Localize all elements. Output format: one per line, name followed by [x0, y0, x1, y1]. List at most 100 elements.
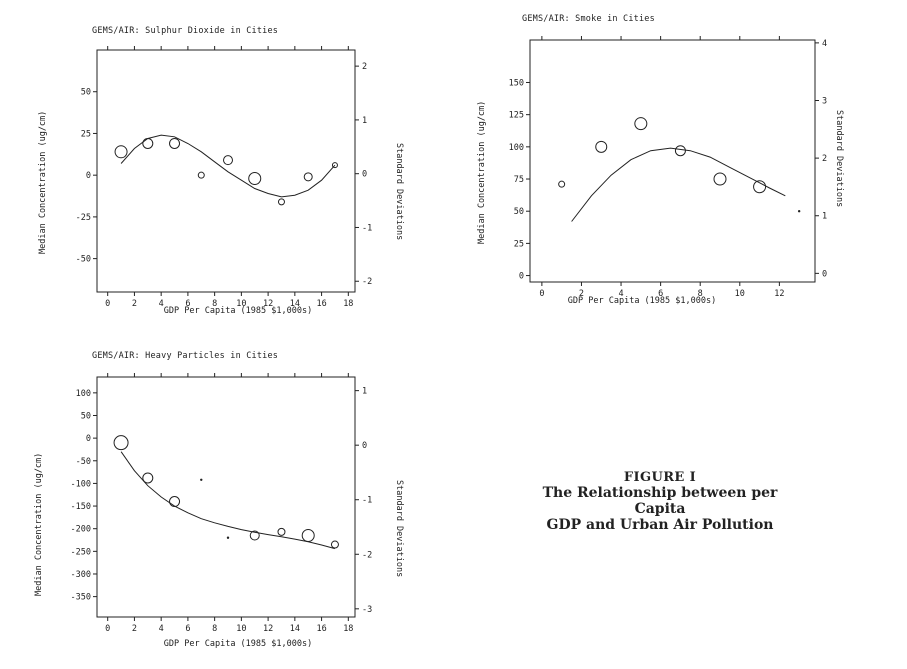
y2-tick-label: 1	[362, 387, 367, 397]
data-point	[169, 137, 181, 149]
x-tick-label: 10	[735, 289, 745, 299]
x-tick-label: 6	[185, 299, 190, 309]
data-point	[200, 478, 203, 481]
data-point	[674, 145, 686, 157]
y-tick-label: 50	[514, 207, 524, 217]
data-point	[595, 140, 608, 153]
fit-curve	[120, 134, 336, 198]
x-tick-label: 8	[212, 299, 217, 309]
y-tick-label: 150	[509, 78, 524, 88]
data-point	[277, 198, 285, 206]
y-tick-label: 75	[514, 175, 524, 185]
data-point	[330, 540, 339, 549]
x-tick-label: 2	[579, 289, 584, 299]
y2-tick-label: 0	[362, 170, 367, 180]
y2-tick-label: 4	[822, 39, 827, 49]
y-tick-label: 125	[509, 111, 524, 121]
data-point	[713, 172, 727, 186]
y-tick-label: 0	[86, 171, 91, 181]
x-tick-label: 2	[132, 624, 137, 634]
x-tick-label: 12	[263, 624, 273, 634]
y2-tick-label: 1	[822, 212, 827, 222]
y2-tick-label: -3	[362, 605, 372, 615]
x-tick-label: 4	[159, 299, 164, 309]
y-tick-label: -200	[71, 525, 91, 535]
figure-label: FIGURE I	[623, 470, 697, 485]
data-point	[301, 528, 315, 542]
y2-tick-label: -1	[362, 223, 372, 233]
fit-curve	[571, 147, 786, 222]
data-point	[797, 210, 801, 213]
heavy-particles-chart: GEMS/AIR: Heavy Particles in Cities Medi…	[0, 335, 440, 669]
data-point	[142, 472, 154, 484]
data-point	[169, 496, 181, 508]
y-tick-label: 100	[76, 389, 91, 399]
x-tick-label: 0	[539, 289, 544, 299]
x-tick-label: 10	[236, 299, 246, 309]
y-tick-label: 100	[509, 143, 524, 153]
y-tick-label: 25	[514, 239, 524, 249]
x-tick-label: 2	[132, 299, 137, 309]
x-tick-label: 6	[658, 289, 663, 299]
x-tick-label: 12	[263, 299, 273, 309]
data-point	[223, 155, 234, 166]
y2-tick-label: 0	[822, 269, 827, 279]
y-tick-label: -350	[71, 593, 91, 603]
x-tick-label: 18	[343, 299, 353, 309]
plot-frame	[96, 376, 356, 618]
plot-frame	[96, 49, 356, 293]
y2-tick-label: 3	[822, 97, 827, 107]
x-tick-label: 14	[290, 624, 300, 634]
x-tick-label: 18	[343, 624, 353, 634]
caption-line-2: GDP and Urban Air Pollution	[546, 517, 774, 533]
y-tick-label: -150	[71, 502, 91, 512]
y-tick-label: 50	[81, 411, 91, 421]
data-point	[114, 145, 128, 159]
x-tick-label: 12	[774, 289, 784, 299]
y2-tick-label: 0	[362, 441, 367, 451]
x-tick-label: 16	[316, 624, 326, 634]
y-tick-label: -25	[76, 213, 91, 223]
y-tick-label: 25	[81, 129, 91, 139]
data-point	[558, 180, 566, 188]
data-point	[277, 527, 286, 536]
sulphur-dioxide-chart: GEMS/AIR: Sulphur Dioxide in Cities Medi…	[0, 0, 440, 330]
chart-title: GEMS/AIR: Heavy Particles in Cities	[92, 351, 279, 361]
x-tick-label: 0	[105, 299, 110, 309]
data-point	[113, 435, 129, 451]
x-tick-label: 4	[618, 289, 623, 299]
chart-title: GEMS/AIR: Smoke in Cities	[522, 14, 655, 24]
data-point	[142, 137, 154, 149]
chart-plot: 0 2 4 6 8 10 12 14 16 18100500-50-100-150-200-250…	[71, 373, 372, 634]
figure-caption: FIGURE I The Relationship between per Ca…	[520, 470, 800, 533]
x-tick-label: 0	[105, 624, 110, 634]
y-tick-label: 50	[81, 88, 91, 98]
data-point	[249, 530, 260, 541]
x-tick-label: 8	[212, 624, 217, 634]
y-tick-label: -300	[71, 570, 91, 580]
y-tick-label: -50	[76, 255, 91, 265]
x-tick-label: 6	[185, 624, 190, 634]
y-tick-label: -250	[71, 547, 91, 557]
y2-tick-label: -1	[362, 496, 372, 506]
y2-tick-label: -2	[362, 550, 372, 560]
data-point	[248, 172, 262, 186]
y-tick-label: -50	[76, 457, 91, 467]
fit-curve	[120, 451, 336, 550]
data-point	[753, 180, 767, 194]
x-tick-label: 4	[159, 624, 164, 634]
plot-frame	[529, 39, 816, 283]
x-tick-label: 8	[698, 289, 703, 299]
y2-tick-label: -2	[362, 277, 372, 287]
x-tick-label: 16	[316, 299, 326, 309]
y-tick-label: 0	[86, 434, 91, 444]
data-point	[197, 171, 205, 179]
x-axis-label: GDP Per Capita (1985 $1,000s)	[163, 306, 313, 316]
y2-tick-label: 2	[362, 62, 367, 72]
data-point	[303, 172, 313, 182]
y-tick-label: -100	[71, 479, 91, 489]
y2-tick-label: 1	[362, 116, 367, 126]
y-tick-label: 0	[519, 272, 524, 282]
